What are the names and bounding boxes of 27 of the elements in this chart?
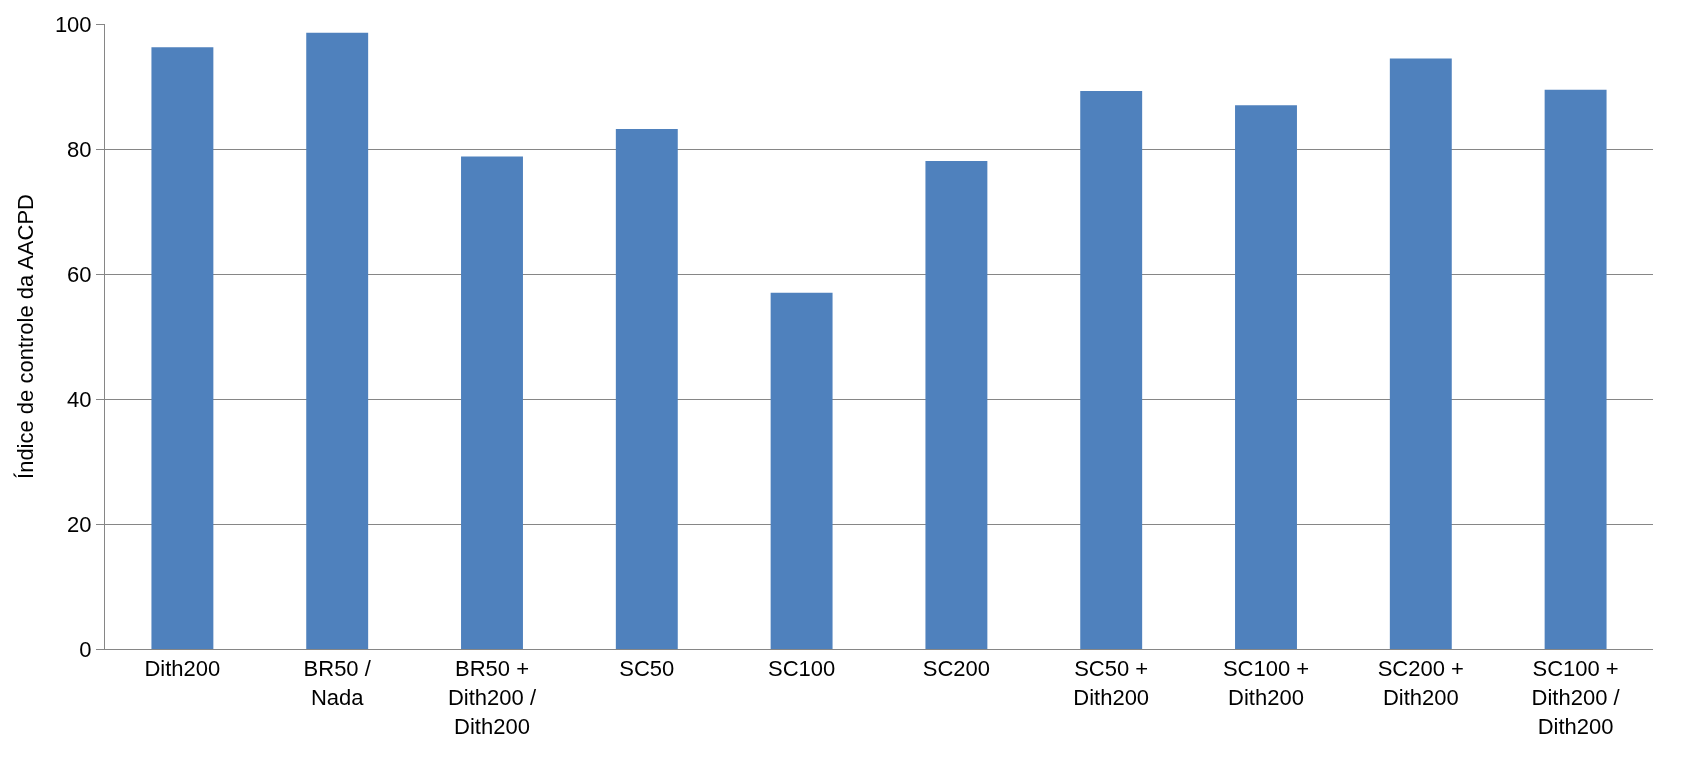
bar <box>1235 105 1297 649</box>
x-tick-label: SC100 + Dith200 <box>1222 656 1310 710</box>
y-tick-label: 60 <box>67 261 92 287</box>
x-tick-label: SC100 + Dith200 / Dith200 <box>1531 656 1621 739</box>
x-tick-label: SC50 + Dith200 <box>1073 656 1150 710</box>
x-tick-label: SC200 <box>922 656 991 682</box>
bar <box>461 156 523 649</box>
y-tick-label: 100 <box>54 11 92 37</box>
bar <box>615 129 678 649</box>
bar <box>925 160 988 649</box>
bar <box>1080 90 1143 649</box>
y-tick-label: 40 <box>67 386 92 412</box>
y-tick-label: 20 <box>67 511 92 537</box>
x-tick-label: SC100 <box>767 656 836 682</box>
y-tick-label: 80 <box>67 136 92 162</box>
bar <box>1544 89 1607 649</box>
bar <box>306 32 369 649</box>
x-tick-label: SC200 + Dith200 <box>1377 656 1464 710</box>
x-tick-label: BR50 / Nada <box>303 656 372 710</box>
y-tick-label: 0 <box>79 636 92 662</box>
bar <box>151 47 214 649</box>
bar <box>770 292 833 649</box>
x-tick-label: Dith200 <box>144 656 221 682</box>
x-tick-label: SC50 <box>619 656 675 682</box>
bar <box>1389 58 1452 649</box>
y-axis-title: Índice de controle da AACPD <box>12 194 38 479</box>
x-tick-label: BR50 + Dith200 / Dith200 <box>447 656 537 739</box>
